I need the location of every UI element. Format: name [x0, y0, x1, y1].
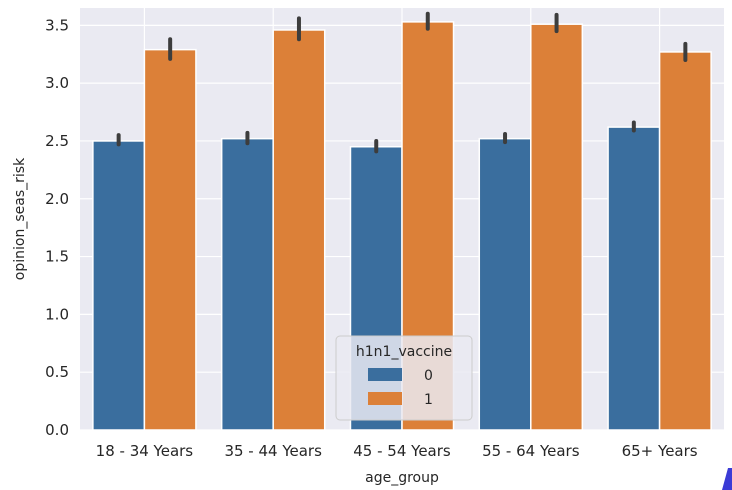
y-tick-label: 2.5	[45, 132, 69, 150]
bar-series-0-0	[92, 140, 146, 431]
x-tick-labels: 18 - 34 Years 35 - 44 Years 45 - 54 Years 5…	[96, 442, 698, 460]
y-tick-labels: 0.0 0.5 1.0 1.5 2.0 2.5 3.0 3.5	[45, 16, 69, 439]
bar-series-0-1	[220, 137, 274, 431]
y-tick-label: 2.0	[45, 190, 69, 208]
x-axis-label: age_group	[365, 470, 439, 486]
x-tick-label: 65+ Years	[622, 442, 698, 460]
legend-label-1: 1	[424, 392, 433, 408]
legend-title: h1n1_vaccine	[356, 344, 452, 360]
y-tick-label: 0.5	[45, 363, 69, 381]
x-tick-label: 35 - 44 Years	[224, 442, 322, 460]
bar-series-0-3	[478, 137, 532, 431]
bar-series-1-3	[530, 23, 584, 431]
legend-swatch-1	[368, 392, 402, 405]
y-axis-label: opinion_seas_risk	[12, 157, 28, 280]
legend-swatch-0	[368, 368, 402, 381]
legend-label-0: 0	[424, 368, 433, 384]
bar-series-1-1	[272, 29, 326, 431]
y-tick-label: 1.0	[45, 305, 69, 323]
bar-series-1-0	[143, 48, 197, 431]
x-tick-label: 55 - 64 Years	[482, 442, 580, 460]
bar-series-1-4	[658, 51, 712, 431]
corner-decoration	[722, 468, 732, 490]
legend: h1n1_vaccine 0 1	[335, 335, 473, 421]
y-tick-label: 1.5	[45, 248, 69, 266]
error-bars	[116, 11, 688, 154]
x-tick-label: 45 - 54 Years	[353, 442, 451, 460]
bar-series-0-4	[607, 126, 661, 431]
x-tick-label: 18 - 34 Years	[96, 442, 194, 460]
y-tick-label: 3.5	[45, 16, 69, 34]
y-tick-label: 0.0	[45, 421, 69, 439]
bars	[92, 21, 712, 431]
y-tick-label: 3.0	[45, 74, 69, 92]
